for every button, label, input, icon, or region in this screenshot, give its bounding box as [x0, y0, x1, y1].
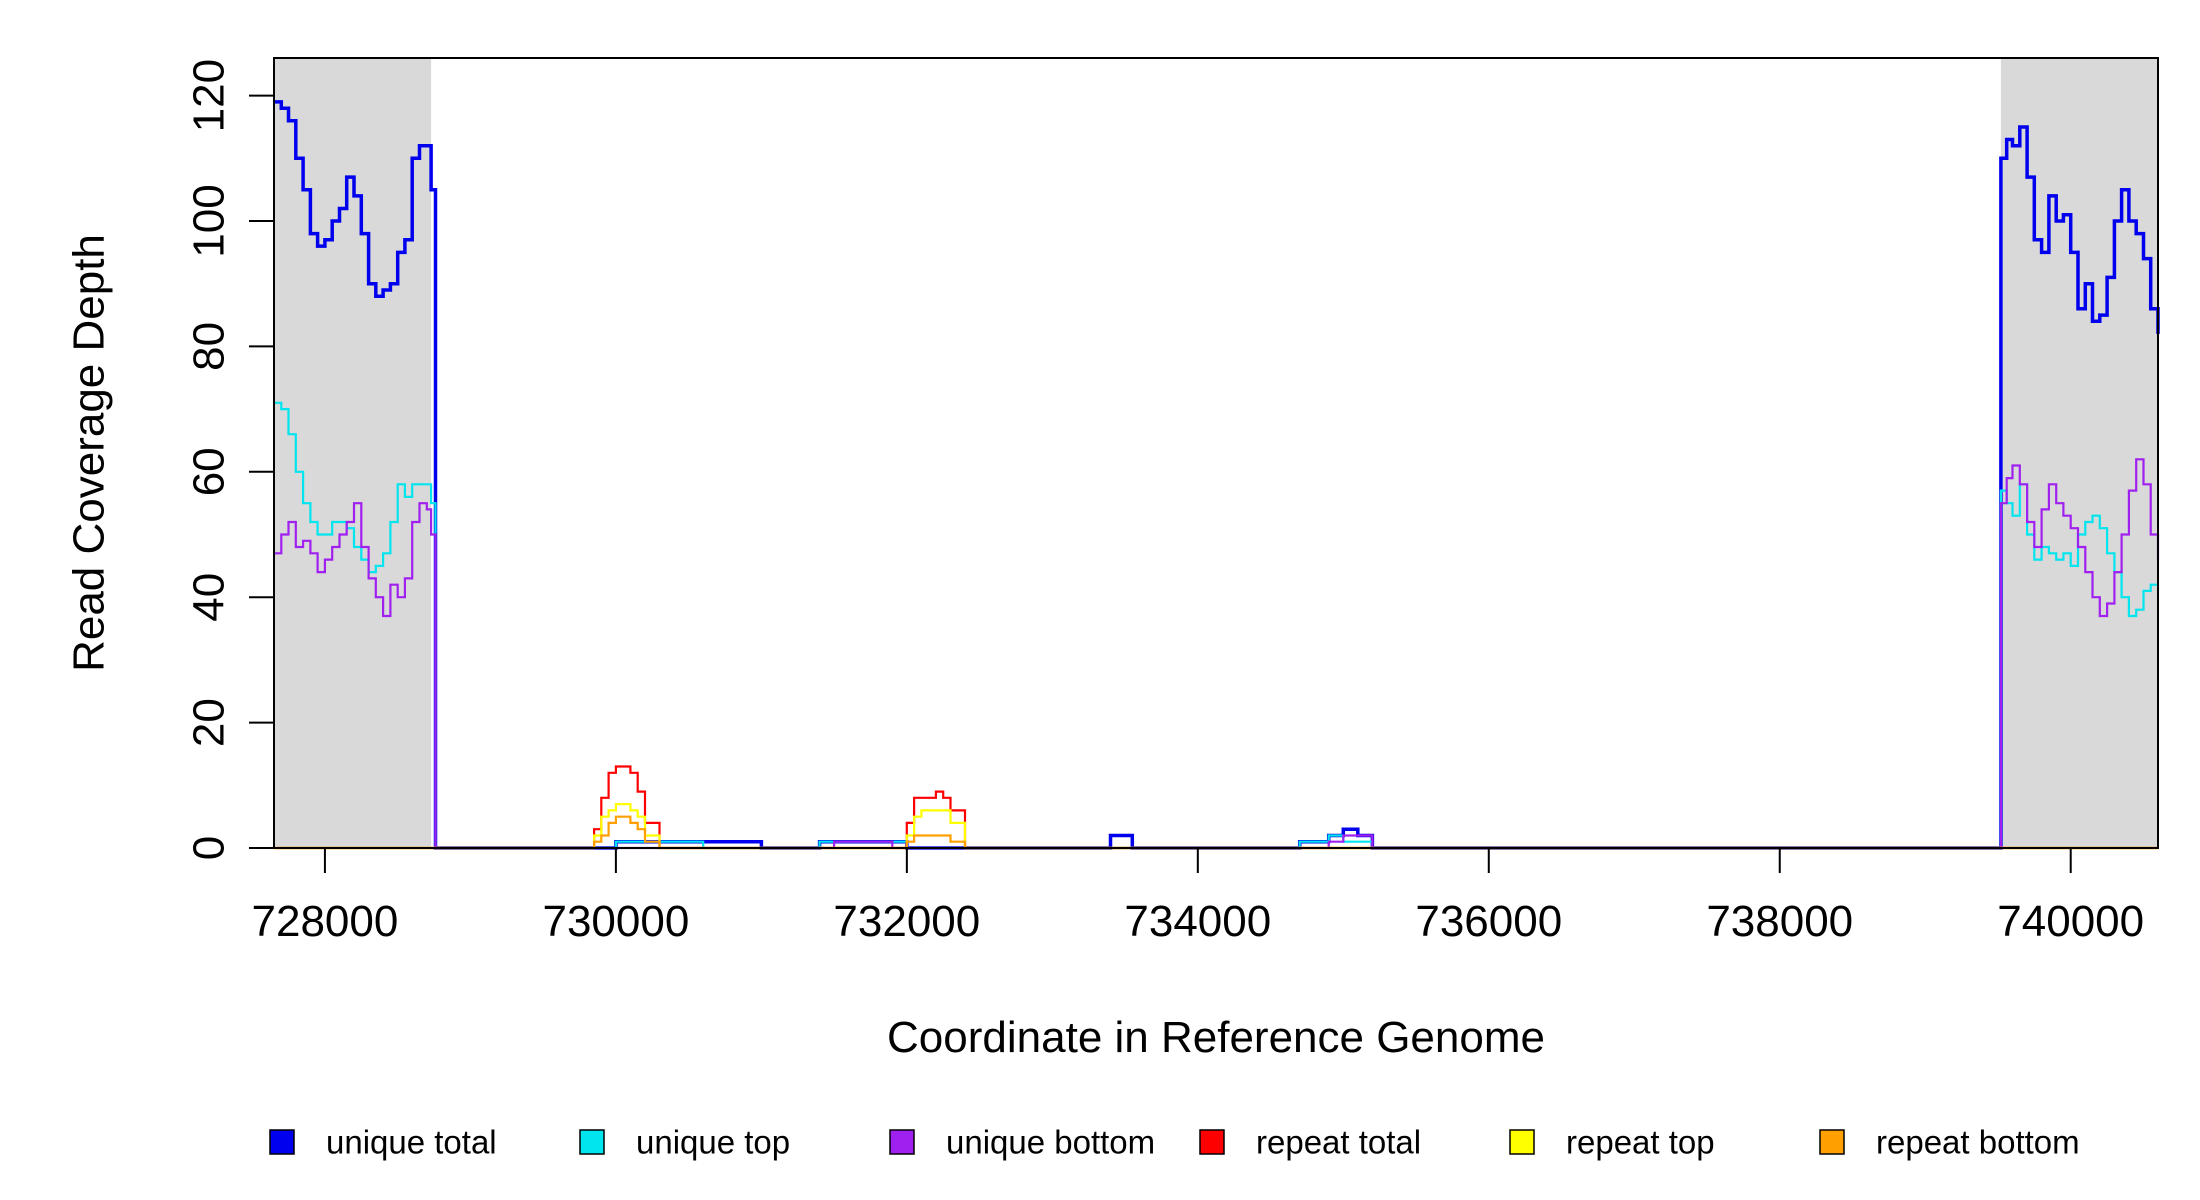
- legend-swatch: [269, 1129, 295, 1155]
- y-tick-label: 120: [184, 59, 233, 132]
- legend-label: unique total: [326, 1124, 497, 1161]
- legend-label: unique top: [636, 1124, 790, 1161]
- y-tick-label: 100: [184, 184, 233, 257]
- x-tick-label: 738000: [1706, 897, 1853, 946]
- legend: unique total unique top unique bottom repea…: [269, 1124, 2080, 1161]
- series-line-repeat-total: [274, 765, 2158, 850]
- x-tick-label: 730000: [542, 897, 689, 946]
- series-line-unique-top: [274, 401, 2158, 850]
- y-tick-label: 80: [184, 322, 233, 371]
- plot-frame: [273, 57, 2159, 849]
- x-tick-label: 732000: [833, 897, 980, 946]
- x-axis: 728000 730000 732000 734000 736000 738000 7400…: [252, 848, 2144, 946]
- legend-swatch: [579, 1129, 605, 1155]
- y-tick-label: 20: [184, 698, 233, 747]
- shaded-regions: [274, 58, 2158, 848]
- legend-swatch: [1819, 1129, 1845, 1155]
- x-axis-title: Coordinate in Reference Genome: [887, 1013, 1545, 1062]
- series-line-repeat-bottom: [274, 815, 2158, 850]
- legend-swatch: [1509, 1129, 1535, 1155]
- legend-label: repeat bottom: [1876, 1124, 2080, 1161]
- y-axis: 0 20 40 60 80 100 120: [184, 59, 274, 860]
- x-tick-label: 728000: [252, 897, 399, 946]
- series-line-unique-bottom: [274, 458, 2160, 850]
- y-tick-label: 40: [184, 573, 233, 622]
- legend-label: unique bottom: [946, 1124, 1155, 1161]
- legend-swatch: [889, 1129, 915, 1155]
- shaded-region-1: [2000, 58, 2158, 848]
- legend-swatch: [1199, 1129, 1225, 1155]
- x-tick-label: 736000: [1415, 897, 1562, 946]
- y-axis-title: Read Coverage Depth: [64, 234, 113, 672]
- y-tick-label: 60: [184, 447, 233, 496]
- series-line-unique-total: [274, 100, 2160, 850]
- legend-label: repeat total: [1256, 1124, 1421, 1161]
- legend-label: repeat top: [1566, 1124, 1715, 1161]
- x-tick-label: 734000: [1124, 897, 1271, 946]
- x-tick-label: 740000: [1997, 897, 2144, 946]
- y-tick-label: 0: [184, 836, 233, 860]
- series-line-repeat-top: [274, 803, 2158, 850]
- series-lines: [274, 100, 2160, 850]
